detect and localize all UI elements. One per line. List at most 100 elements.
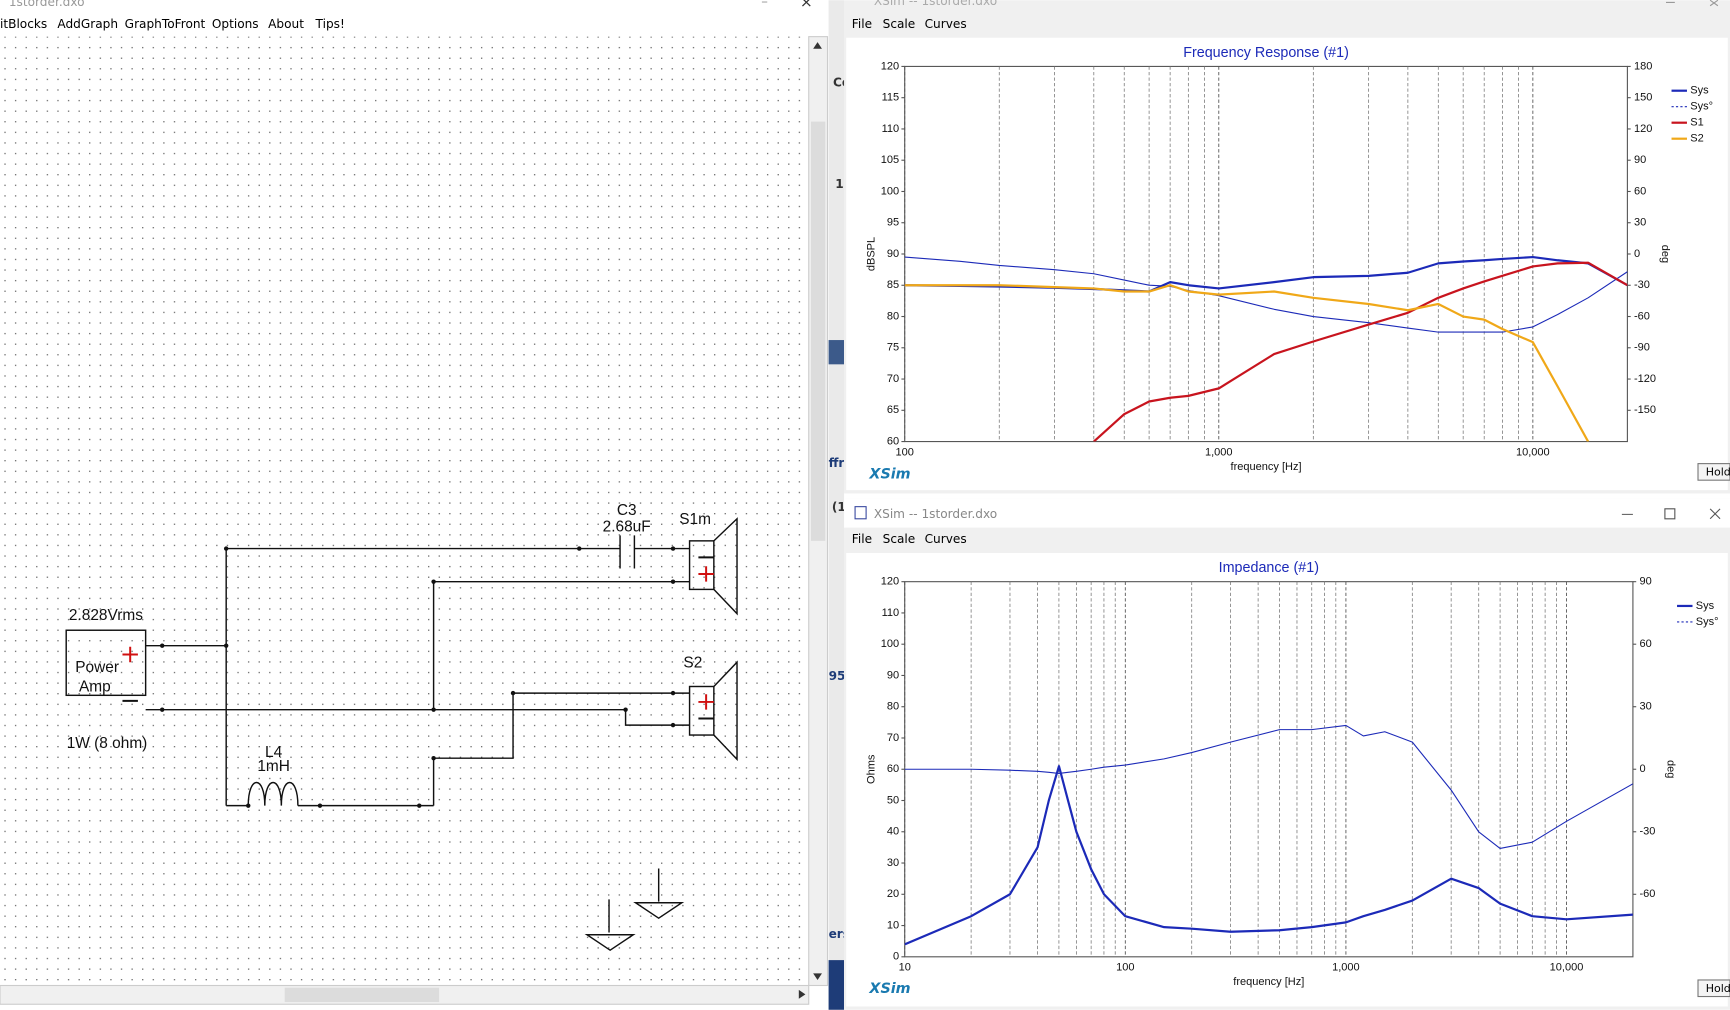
speaker-cone [713, 517, 738, 616]
y2-tick-label: -120 [1634, 373, 1656, 385]
series-line [904, 765, 1633, 946]
fragment: 95 [829, 669, 846, 683]
scroll-arrow[interactable] [798, 989, 806, 999]
plus-signs [122, 566, 714, 710]
y-tick-label: 115 [882, 92, 900, 104]
minimize[interactable]: – [761, 0, 768, 9]
y2-tick-label: -60 [1640, 888, 1656, 900]
y-tick-label: 110 [882, 123, 900, 135]
y-tick-label: 70 [887, 732, 899, 744]
y-tick-label: 120 [881, 60, 899, 72]
menu-item[interactable]: Scale [883, 17, 916, 31]
y-tick-label: 110 [882, 607, 900, 619]
h-scroll-thumb[interactable] [284, 987, 440, 1003]
series-line [904, 724, 1633, 850]
y-tick-label: 100 [881, 185, 899, 197]
y2-tick-label: 0 [1634, 248, 1640, 260]
y-tick-label: 60 [887, 763, 899, 775]
y-tick-label: 0 [893, 951, 899, 963]
y2-tick-label: 30 [1640, 701, 1652, 713]
y2-tick-label: 30 [1634, 217, 1646, 229]
circuit: 2.828Vrms Power Amp 1W (8 ohm) C3 2.68uF… [65, 502, 738, 952]
hold-button[interactable] [1697, 979, 1730, 998]
menu-item[interactable]: Curves [925, 17, 967, 31]
label: S1m [679, 511, 711, 528]
x-tick-label: 10,000 [1516, 446, 1550, 458]
label: C3 [617, 502, 637, 519]
series-line [904, 284, 1590, 442]
menu-item[interactable]: File [852, 532, 872, 546]
y-tick-label: 50 [887, 794, 899, 806]
chart-title: Impedance (#1) [1219, 560, 1319, 576]
y-tick-label: 100 [881, 638, 899, 650]
y-tick-label: 80 [887, 310, 899, 322]
y2-tick-label: -30 [1634, 279, 1650, 291]
y-tick-label: 60 [887, 435, 899, 447]
minus-signs [122, 556, 714, 720]
menu-item[interactable]: AddGraph [57, 17, 118, 31]
title-bar [844, 498, 1730, 528]
y-tick-label: 85 [887, 279, 899, 291]
hold-button[interactable] [1697, 463, 1730, 481]
x-axis-label: frequency [Hz] [1231, 461, 1302, 473]
v-scroll-thumb[interactable] [810, 121, 826, 541]
window-title: XSim -- 1storder.dxo [874, 0, 997, 8]
y2-tick-label: -150 [1634, 404, 1656, 416]
x-tick-label: 100 [896, 446, 914, 458]
y2-tick-label: 0 [1640, 763, 1646, 775]
close[interactable]: × [800, 0, 813, 11]
legend-label: Sys [1696, 600, 1715, 612]
plot-area [904, 581, 1634, 958]
y2-tick-label: 60 [1640, 638, 1652, 650]
menu-item[interactable]: Curves [925, 532, 967, 546]
x-tick-label: 1,000 [1332, 962, 1360, 974]
label: 2.68uF [603, 519, 651, 536]
y-tick-label: 75 [887, 342, 899, 354]
brand: XSim [868, 981, 910, 997]
series-line [904, 256, 1628, 333]
speaker-cone [713, 660, 738, 762]
power-amp [65, 629, 147, 697]
menu-bar: itBlocks AddGraph GraphToFront Options About… [0, 17, 345, 31]
y2-tick-label: -30 [1640, 826, 1656, 838]
legend-label: Sys° [1696, 616, 1719, 628]
menu-item[interactable]: Options [212, 17, 259, 31]
menu-item[interactable]: Scale [883, 532, 916, 546]
menu-item[interactable]: itBlocks [0, 17, 47, 31]
schematic-canvas [0, 36, 809, 986]
y-tick-label: 10 [887, 919, 899, 931]
label: Power [75, 659, 119, 676]
y-axis-label: dBSPL [866, 237, 878, 271]
background-item [828, 340, 845, 365]
y-tick-label: 95 [887, 217, 899, 229]
speaker [688, 685, 715, 736]
plot-area [904, 65, 1628, 443]
window-controls[interactable] [1666, 0, 1719, 7]
x-tick-label: 10,000 [1550, 962, 1584, 974]
y-tick-label: 80 [887, 701, 899, 713]
y2-tick-label: -60 [1634, 310, 1650, 322]
menu-item[interactable]: GraphToFront [125, 17, 206, 31]
y-tick-label: 70 [887, 373, 899, 385]
chart-title: Frequency Response (#1) [1183, 45, 1349, 61]
x-tick-label: 1,000 [1205, 446, 1233, 458]
window-title: XSim -- 1storder.dxo [874, 507, 997, 521]
legend-label: S1 [1690, 117, 1703, 129]
hold-label[interactable]: Hold [1706, 982, 1730, 995]
background-item [828, 960, 845, 1010]
y2-axis-label: deg [1665, 760, 1677, 778]
y2-tick-label: 150 [1634, 92, 1652, 104]
menu-item[interactable]: Tips! [315, 17, 345, 31]
inductor [247, 782, 299, 806]
menu-item[interactable]: About [268, 17, 304, 31]
window-controls[interactable] [1621, 508, 1721, 520]
menu-item[interactable]: File [852, 17, 872, 31]
junctions [159, 546, 676, 808]
series-line [1093, 261, 1628, 442]
label: 2.828Vrms [69, 607, 143, 624]
label: Amp [79, 679, 111, 696]
hold-label[interactable]: Hold [1706, 465, 1730, 478]
y2-tick-label: 180 [1634, 60, 1652, 72]
y2-tick-label: 120 [1634, 123, 1652, 135]
